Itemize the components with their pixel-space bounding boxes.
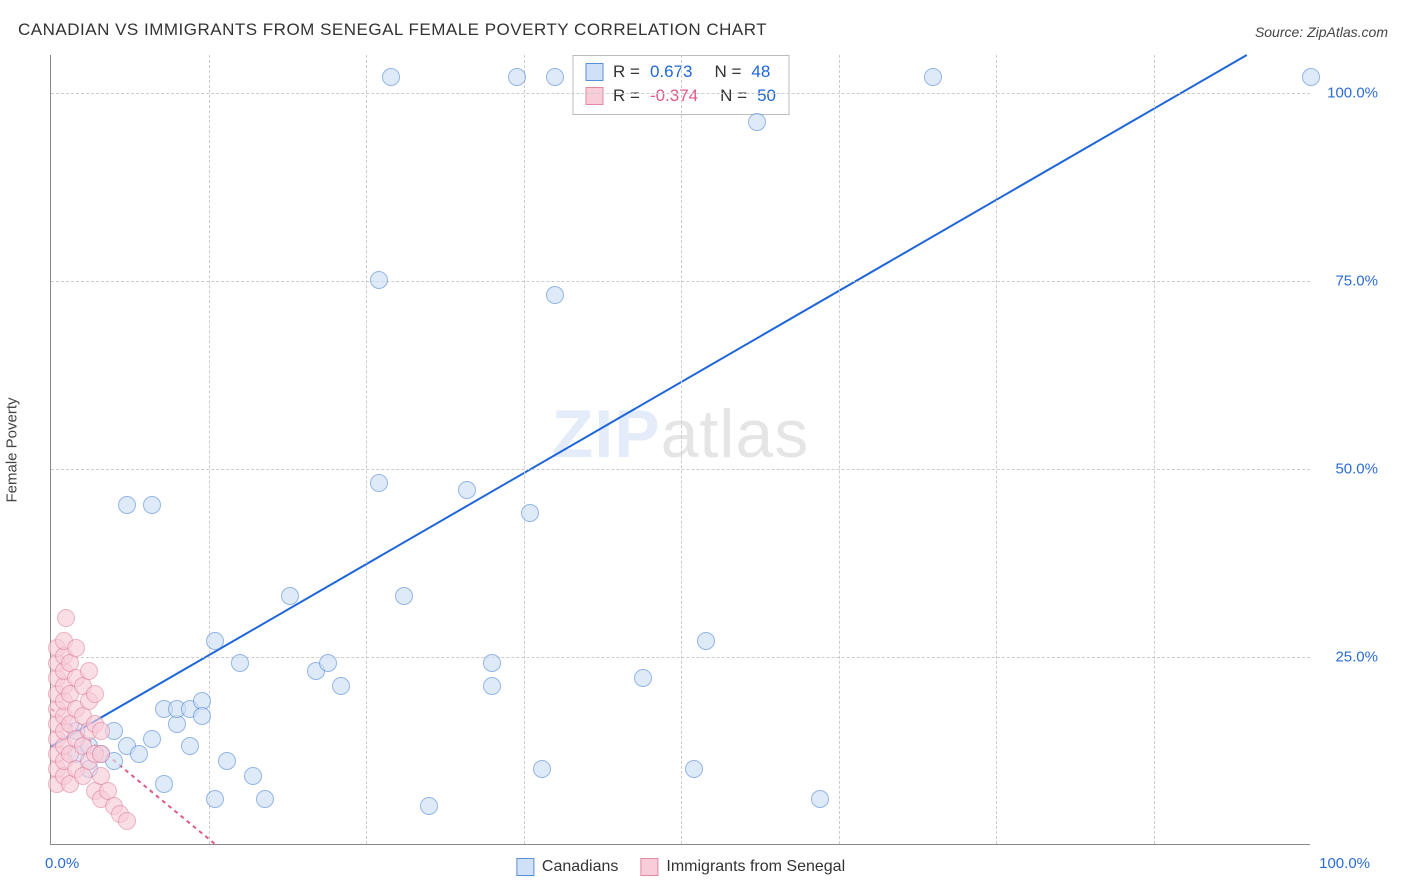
data-point bbox=[370, 474, 388, 492]
x-tick-0: 0.0% bbox=[45, 855, 79, 872]
legend-item: Immigrants from Senegal bbox=[640, 858, 845, 876]
data-point bbox=[382, 68, 400, 86]
gridline-v bbox=[996, 55, 997, 844]
data-point bbox=[508, 68, 526, 86]
data-point bbox=[458, 481, 476, 499]
data-point bbox=[193, 707, 211, 725]
data-point bbox=[420, 797, 438, 815]
r-value: 0.673 bbox=[650, 60, 693, 84]
n-value: 48 bbox=[751, 60, 770, 84]
data-point bbox=[319, 654, 337, 672]
data-point bbox=[281, 587, 299, 605]
y-tick-label: 50.0% bbox=[1335, 460, 1378, 477]
legend-swatch bbox=[585, 63, 603, 81]
data-point bbox=[118, 812, 136, 830]
data-point bbox=[395, 587, 413, 605]
data-point bbox=[92, 722, 110, 740]
data-point bbox=[206, 790, 224, 808]
data-point bbox=[130, 745, 148, 763]
data-point bbox=[521, 504, 539, 522]
gridline-v bbox=[524, 55, 525, 844]
trend-line bbox=[51, 55, 1246, 746]
data-point bbox=[231, 654, 249, 672]
data-point bbox=[546, 286, 564, 304]
legend-swatch bbox=[640, 858, 658, 876]
n-value: 50 bbox=[757, 84, 776, 108]
data-point bbox=[811, 790, 829, 808]
y-tick-label: 75.0% bbox=[1335, 272, 1378, 289]
gridline-v bbox=[366, 55, 367, 844]
n-label: N = bbox=[714, 60, 741, 84]
gridline-v bbox=[1154, 55, 1155, 844]
n-label: N = bbox=[720, 84, 747, 108]
data-point bbox=[546, 68, 564, 86]
data-point bbox=[685, 760, 703, 778]
data-point bbox=[67, 639, 85, 657]
data-point bbox=[244, 767, 262, 785]
data-point bbox=[533, 760, 551, 778]
data-point bbox=[218, 752, 236, 770]
y-tick-label: 25.0% bbox=[1335, 648, 1378, 665]
data-point bbox=[86, 685, 104, 703]
y-tick-label: 100.0% bbox=[1327, 84, 1378, 101]
gridline-v bbox=[839, 55, 840, 844]
data-point bbox=[697, 632, 715, 650]
legend-item: Canadians bbox=[516, 858, 619, 876]
data-point bbox=[155, 775, 173, 793]
gridline-v bbox=[209, 55, 210, 844]
source-label: Source: ZipAtlas.com bbox=[1255, 24, 1388, 40]
chart-area: Female Poverty ZIPatlas R =0.673N =48R =… bbox=[50, 55, 1370, 845]
chart-title: CANADIAN VS IMMIGRANTS FROM SENEGAL FEMA… bbox=[18, 20, 767, 40]
data-point bbox=[143, 496, 161, 514]
data-point bbox=[206, 632, 224, 650]
data-point bbox=[92, 745, 110, 763]
plot-region: ZIPatlas R =0.673N =48R =-0.374N =50 Can… bbox=[50, 55, 1310, 845]
data-point bbox=[924, 68, 942, 86]
gridline-v bbox=[681, 55, 682, 844]
data-point bbox=[634, 669, 652, 687]
data-point bbox=[118, 496, 136, 514]
data-point bbox=[1302, 68, 1320, 86]
bottom-legend: Canadians Immigrants from Senegal bbox=[516, 858, 845, 876]
r-label: R = bbox=[613, 60, 640, 84]
y-axis-label: Female Poverty bbox=[4, 397, 21, 502]
r-label: R = bbox=[613, 84, 640, 108]
data-point bbox=[80, 662, 98, 680]
legend-label: Immigrants from Senegal bbox=[666, 858, 845, 876]
data-point bbox=[370, 271, 388, 289]
data-point bbox=[57, 609, 75, 627]
data-point bbox=[332, 677, 350, 695]
data-point bbox=[181, 737, 199, 755]
r-value: -0.374 bbox=[650, 84, 698, 108]
legend-swatch bbox=[585, 87, 603, 105]
legend-label: Canadians bbox=[542, 858, 619, 876]
data-point bbox=[483, 654, 501, 672]
data-point bbox=[143, 730, 161, 748]
data-point bbox=[483, 677, 501, 695]
legend-swatch bbox=[516, 858, 534, 876]
data-point bbox=[256, 790, 274, 808]
x-tick-100: 100.0% bbox=[1319, 855, 1370, 872]
data-point bbox=[748, 113, 766, 131]
